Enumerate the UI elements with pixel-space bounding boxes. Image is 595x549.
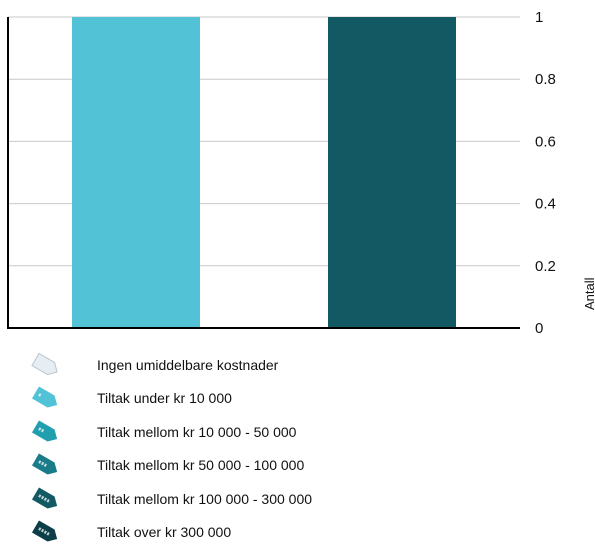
legend: Ingen umiddelbare kostnader Tiltak under… <box>28 348 312 549</box>
legend-item: Tiltak mellom kr 50 000 - 100 000 <box>28 449 312 483</box>
y-tick-label: 1 <box>535 9 543 26</box>
legend-label: Tiltak mellom kr 50 000 - 100 000 <box>97 457 304 473</box>
bar-chart: 0 0.2 0.4 0.6 0.8 1 Antall <box>0 0 595 345</box>
legend-label: Tiltak over kr 300 000 <box>97 524 231 540</box>
legend-label: Tiltak mellom kr 100 000 - 300 000 <box>97 491 312 507</box>
y-tick-label: 0.8 <box>535 71 556 88</box>
y-axis-title: Antall <box>582 277 595 310</box>
price-tag-icon <box>28 452 62 478</box>
legend-item: Tiltak mellom kr 10 000 - 50 000 <box>28 415 312 449</box>
y-tick-label: 0.4 <box>535 196 556 213</box>
legend-item: Tiltak over kr 300 000 <box>28 516 312 549</box>
price-tag-icon <box>28 352 62 378</box>
price-tag-icon <box>28 385 62 411</box>
bar <box>72 17 200 328</box>
y-tick-label: 0.6 <box>535 133 556 150</box>
price-tag-icon <box>28 519 62 545</box>
legend-item: Tiltak under kr 10 000 <box>28 382 312 416</box>
legend-item: Tiltak mellom kr 100 000 - 300 000 <box>28 482 312 516</box>
legend-label: Tiltak mellom kr 10 000 - 50 000 <box>97 424 296 440</box>
legend-label: Ingen umiddelbare kostnader <box>97 357 278 373</box>
price-tag-icon <box>28 419 62 445</box>
legend-label: Tiltak under kr 10 000 <box>97 390 232 406</box>
y-tick-label: 0.2 <box>535 258 556 275</box>
price-tag-icon <box>28 486 62 512</box>
bar <box>328 17 456 328</box>
legend-item: Ingen umiddelbare kostnader <box>28 348 312 382</box>
y-tick-label: 0 <box>535 320 543 337</box>
